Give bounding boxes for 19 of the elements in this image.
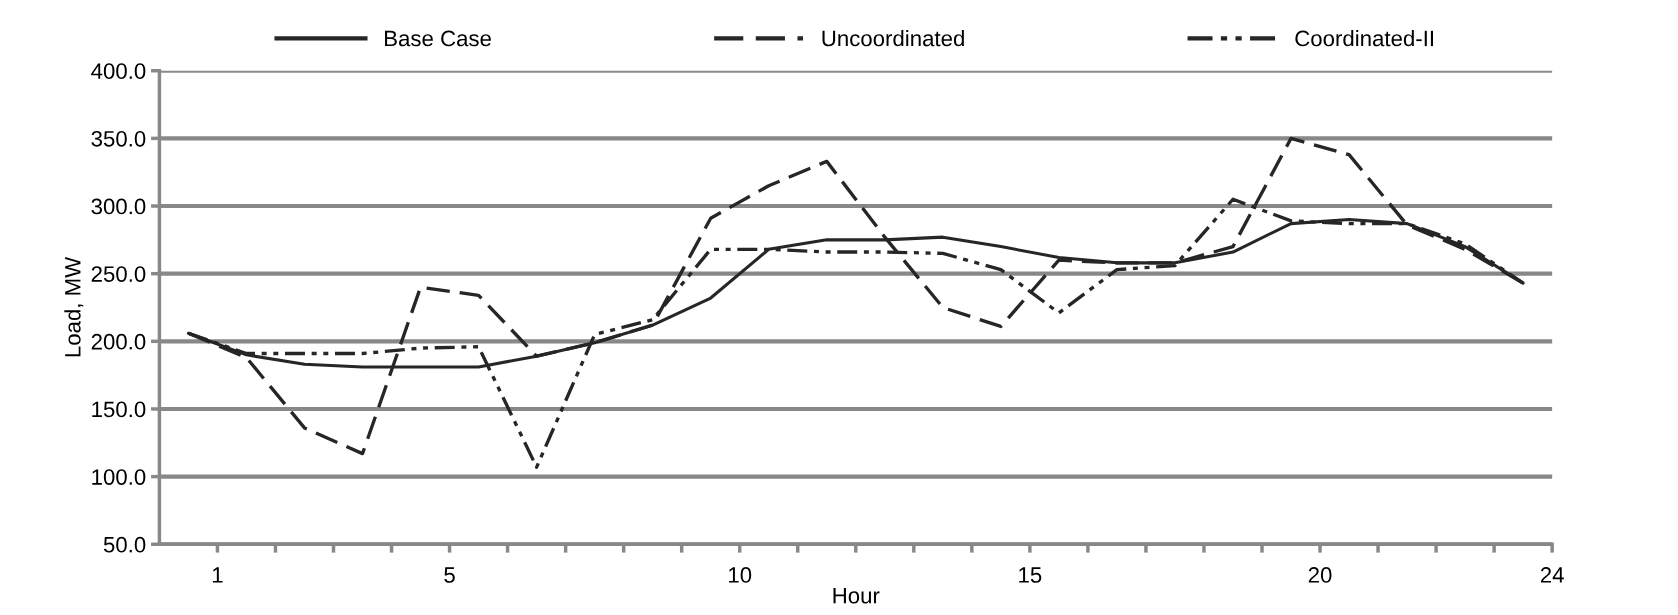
y-tick-label: 400.0 <box>91 63 146 79</box>
x-tick-label: 1 <box>212 567 223 583</box>
x-tick-label: 24 <box>1540 567 1564 583</box>
y-tick-label: 250.0 <box>91 266 146 282</box>
x-tick-label: 5 <box>444 567 455 583</box>
y-tick-label: 350.0 <box>91 130 146 147</box>
legend-label: Base Case <box>385 30 491 47</box>
x-tick-label: 15 <box>1019 567 1042 583</box>
y-axis-title: Load, MW <box>64 256 84 357</box>
y-tick-label: 100.0 <box>92 469 146 485</box>
y-tick-label: 200.0 <box>91 333 146 350</box>
legend-label: Coordinated-II <box>1295 30 1433 47</box>
y-tick-label: 150.0 <box>92 401 146 418</box>
x-tick-label: 20 <box>1308 567 1332 583</box>
x-axis-title: Hour <box>833 588 880 604</box>
y-tick-label: 50.0 <box>103 536 146 553</box>
x-tick-label: 10 <box>729 567 752 583</box>
y-tick-label: 300.0 <box>91 198 146 215</box>
legend-label: Uncoordinated <box>822 30 964 47</box>
